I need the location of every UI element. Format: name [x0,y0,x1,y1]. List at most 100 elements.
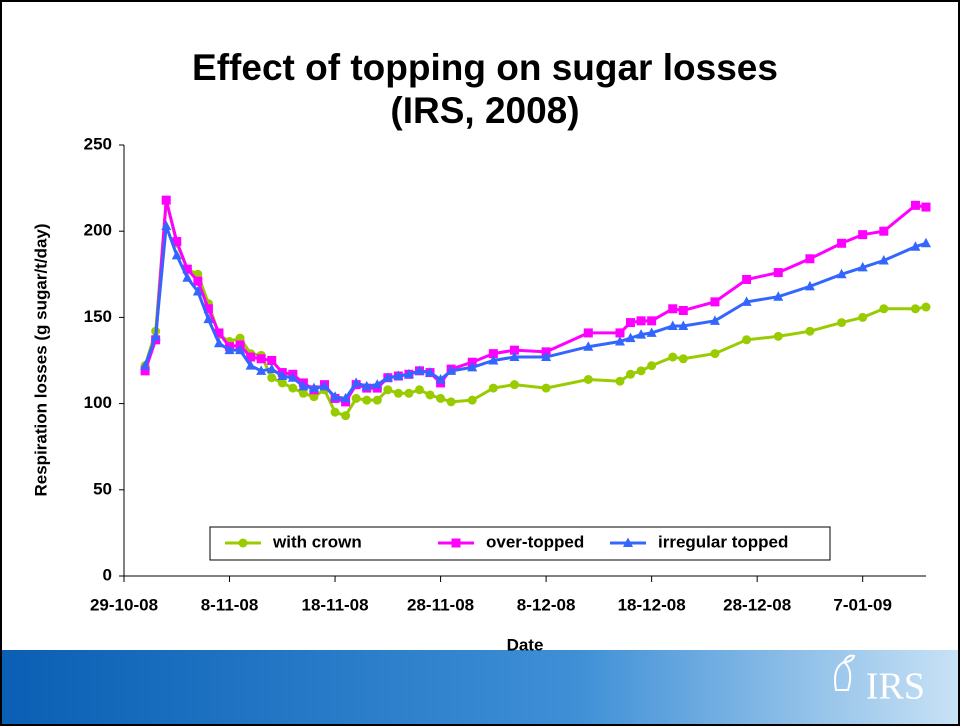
marker [425,390,435,400]
marker [256,354,266,364]
x-tick-label: 7-01-09 [833,595,892,614]
logo-icon [834,654,856,691]
chart-title: Effect of topping on sugar losses [192,47,778,88]
marker [319,380,330,391]
marker [509,351,520,362]
marker [361,380,372,391]
marker [742,335,752,345]
marker [467,395,477,405]
marker [140,360,151,370]
marker [921,237,931,248]
marker [287,372,298,382]
marker [910,241,921,251]
marker [203,304,213,314]
marker [214,328,224,338]
marker [330,407,340,417]
marker [488,349,498,359]
y-axis-title: Respiration losses (g sugar/t/day) [31,223,50,496]
y-tick-label: 50 [93,479,112,498]
y-tick-label: 200 [84,221,112,240]
marker [161,195,171,205]
x-axis-title: Date [507,635,544,654]
marker [636,366,646,376]
marker [277,378,287,388]
marker [467,361,478,372]
marker [288,383,298,393]
marker [351,393,361,403]
marker [709,315,720,325]
marker [340,392,351,403]
marker [805,326,815,336]
x-tick-label: 29-10-08 [90,595,158,614]
marker [404,388,414,398]
marker [541,351,552,362]
marker [330,391,341,401]
marker [636,316,646,326]
marker [235,344,246,355]
marker [804,280,815,291]
marker [414,385,424,395]
marker [213,337,224,348]
marker [362,395,372,405]
marker [246,352,256,362]
marker [742,274,752,284]
marker [267,356,277,365]
legend-marker [238,538,248,548]
marker [182,272,193,282]
marker [488,355,499,365]
legend-label: with crown [272,532,362,551]
marker [488,383,498,393]
marker [393,388,403,398]
marker [256,365,267,375]
marker [583,341,594,351]
marker [309,392,319,402]
marker [678,320,689,331]
marker [647,361,657,371]
marker [626,318,636,328]
legend-marker [451,538,461,548]
x-tick-label: 18-11-08 [301,595,368,614]
marker [837,238,847,248]
legend-marker [623,537,633,547]
x-tick-label: 8-12-08 [517,595,576,614]
marker [372,395,382,405]
marker [267,373,277,383]
marker [224,344,235,355]
marker [910,304,920,314]
marker [773,268,783,278]
marker [192,286,203,296]
x-tick-label: 18-12-08 [618,595,686,614]
x-tick-label: 28-11-08 [407,595,474,614]
marker [193,276,203,286]
marker [393,370,404,381]
marker [414,365,425,375]
logo: IRS [866,666,925,708]
y-tick-label: 150 [84,307,112,326]
marker [878,255,889,265]
marker [266,363,277,374]
marker [382,372,393,382]
y-tick-label: 100 [84,393,112,412]
marker [615,328,625,338]
marker [150,330,161,341]
marker [446,397,456,407]
chart-subtitle: (IRS, 2008) [390,90,579,131]
marker [668,304,678,314]
marker [351,377,362,387]
marker [678,306,688,316]
marker [773,291,784,301]
x-tick-label: 28-12-08 [723,595,791,614]
marker [277,370,288,381]
marker [425,367,436,377]
marker [879,304,889,314]
marker [436,393,446,403]
legend-label: over-topped [486,532,584,551]
marker [435,373,446,384]
marker [509,380,519,390]
marker [541,383,551,393]
marker [858,230,868,240]
marker [857,261,868,272]
marker [921,202,931,212]
